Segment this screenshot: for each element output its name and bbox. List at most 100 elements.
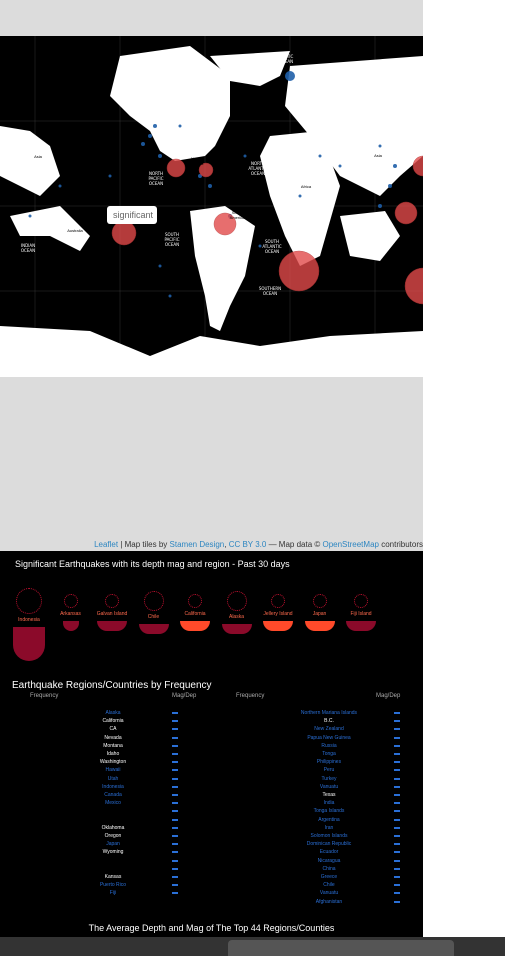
magdep-icon [172,753,178,755]
region-row: Japan [0,840,150,848]
region-item: Japan [299,588,341,631]
region-row: B.C. [246,717,396,725]
region-item: Indonesia [8,588,50,661]
magdep-icon [394,761,400,763]
region-row-name: Mexico [78,799,148,807]
region-depth-icon [180,621,210,631]
magdep-icon [394,720,400,722]
region-row: Vanuatu [246,783,396,791]
magdep-icon [394,876,400,878]
magdep-icon [172,712,178,714]
region-bubble-icon [16,588,42,614]
region-row: Tonga Islands [246,807,396,815]
ocean-label: NORTH ATLANTIC OCEAN [244,161,272,176]
region-row-name: Hawaii [78,766,148,774]
region-bubble-icon [354,594,368,608]
osm-link[interactable]: OpenStreetMap [322,540,378,549]
magdep-icon [394,802,400,804]
magdep-icon [172,737,178,739]
magdep-icon [172,860,178,862]
region-row: New Zealand [246,725,396,733]
region-row-name: Vanuatu [294,889,364,897]
magdep-icon [394,851,400,853]
magdep-icon [394,901,400,903]
region-row: Afghanistan [246,898,396,906]
region-label: Chile [133,613,175,621]
region-depth-icon [263,621,293,631]
region-label: Alaska [216,613,258,621]
land-label: Antarctica [290,326,318,331]
region-bubble-icon [313,594,327,608]
region-row-name: New Zealand [294,725,364,733]
magdep-icon [172,810,178,812]
region-label: Indonesia [8,616,50,624]
region-label: California [174,610,216,618]
region-row: Indonesia [0,783,150,791]
region-row: Wyoming [0,848,150,856]
magdep-icon [394,860,400,862]
region-row-name: Tonga [294,750,364,758]
region-row-name: Dominican Republic [294,840,364,848]
region-depth-icon [305,621,335,631]
region-item: Chile [133,588,175,634]
region-row: Russia [246,742,396,750]
region-row: Nevada [0,734,150,742]
region-depth-icon [13,627,45,661]
region-row [0,865,150,873]
region-row: Tonga [246,750,396,758]
region-row: Fiji [0,889,150,897]
tab-active[interactable] [228,940,454,956]
license-link[interactable]: CC BY 3.0 [229,540,267,549]
magdep-icon [172,794,178,796]
col-frequency-2: Frequency [236,693,264,699]
region-bubble-icon [271,594,285,608]
region-label: Fiji Island [340,610,382,618]
col-frequency: Frequency [30,693,58,699]
magdep-icon [172,802,178,804]
region-row: Oregon [0,832,150,840]
magdep-icon [394,892,400,894]
magdep-icon [394,753,400,755]
region-row-name: Chile [294,881,364,889]
region-row-name: Alaska [78,709,148,717]
significant-earthquakes-title: Significant Earthquakes with its depth m… [15,559,290,569]
magdep-icon [172,843,178,845]
ocean-label: INDIAN OCEAN [16,243,40,253]
magdep-icon [394,819,400,821]
stamen-link[interactable]: Stamen Design [170,540,225,549]
land-label: South America [226,210,248,220]
region-bubble-icon [188,594,202,608]
magdep-icon [172,835,178,837]
region-item: California [174,588,216,631]
region-row: California [0,717,150,725]
magdep-icon [172,761,178,763]
region-row: India [246,799,396,807]
region-row-name: Afghanistan [294,898,364,906]
region-row-name: Utah [78,775,148,783]
land-label: North America [186,156,206,166]
earthquake-map[interactable]: ARCTIC OCEAN NORTH PACIFIC OCEAN NORTH A… [0,36,423,377]
region-row: Montana [0,742,150,750]
region-item: Alaska [216,588,258,634]
region-row: Iran [246,824,396,832]
bottom-tab-bar [0,937,505,956]
region-row: Ecuador [246,848,396,856]
region-row: Greece [246,873,396,881]
region-depth-icon [346,621,376,631]
region-bubble-icon [105,594,119,608]
region-row: Dominican Republic [246,840,396,848]
region-row-name: Argentina [294,816,364,824]
region-row-name: Peru [294,766,364,774]
region-item: Arkansas [50,588,92,631]
region-row: Solomon Islands [246,832,396,840]
map-tiles [0,36,423,377]
magdep-icon [394,786,400,788]
region-row: Papua New Guinea [246,734,396,742]
magdep-icon [394,868,400,870]
leaflet-link[interactable]: Leaflet [94,540,118,549]
region-row-name: Solomon Islands [294,832,364,840]
region-row: Philippines [246,758,396,766]
magdep-icon [394,843,400,845]
region-row-name: Vanuatu [294,783,364,791]
magdep-icon [394,884,400,886]
